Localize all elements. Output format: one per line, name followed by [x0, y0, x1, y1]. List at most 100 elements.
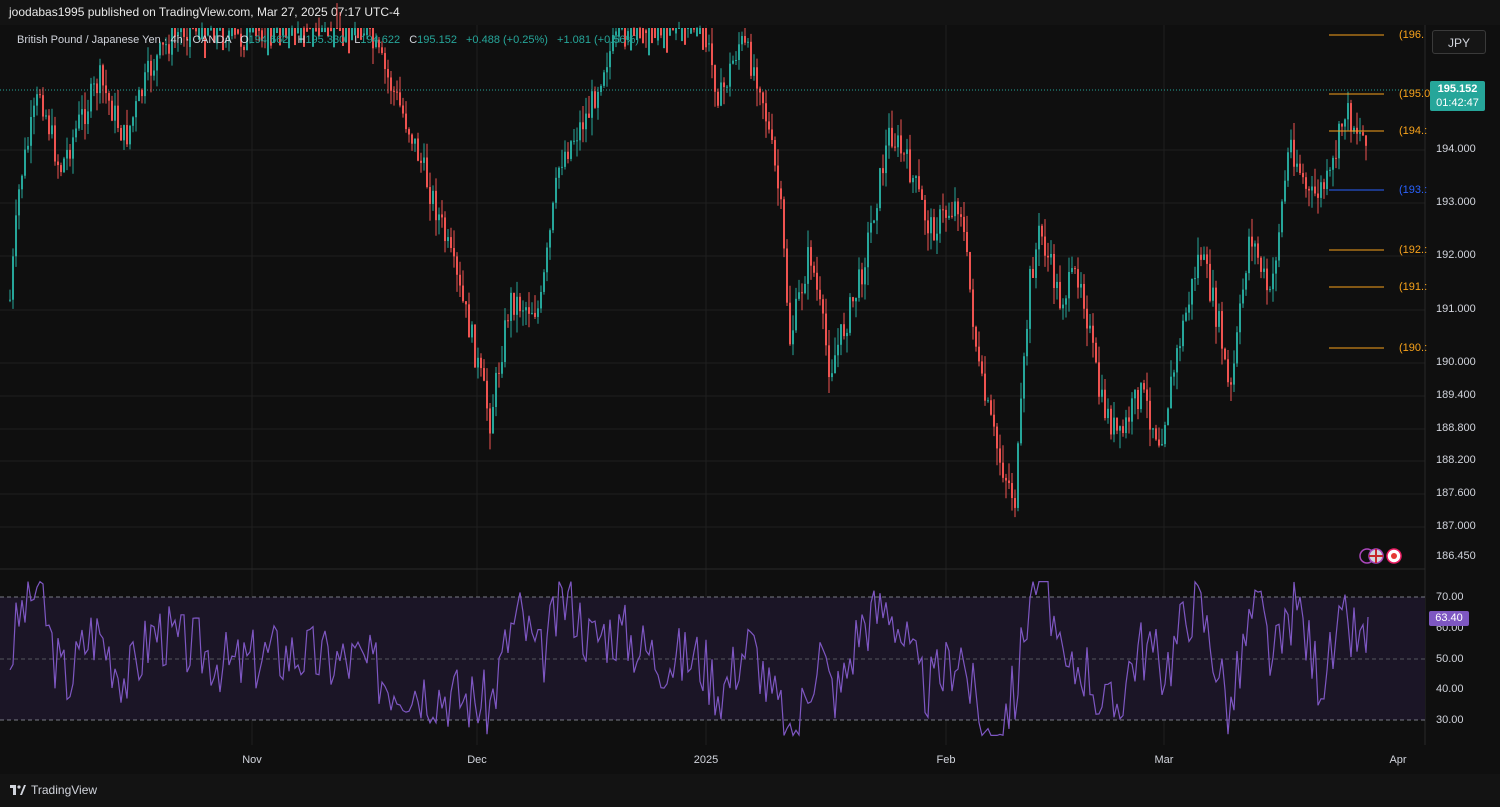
currency-button[interactable]: JPY — [1432, 30, 1486, 54]
current-price-label: 195.152 01:42:47 — [1430, 81, 1485, 111]
candle-body — [927, 220, 929, 234]
candle-body — [405, 113, 407, 130]
candle-body — [330, 28, 332, 32]
candle-body — [1050, 253, 1052, 258]
candle-body — [1290, 139, 1292, 153]
candle-body — [1125, 417, 1127, 434]
candle-body — [753, 67, 755, 76]
candle-body — [378, 39, 380, 48]
candle-body — [1149, 400, 1151, 430]
candle-body — [750, 41, 752, 76]
candle-body — [99, 65, 101, 94]
candle-body — [732, 60, 734, 64]
candle-body — [240, 33, 242, 47]
candle-body — [1074, 268, 1076, 270]
candle-body — [156, 55, 158, 71]
candle-body — [852, 297, 854, 302]
candle-body — [498, 372, 500, 374]
rsi-band — [0, 597, 1425, 720]
candle-body — [564, 151, 566, 167]
candle-body — [1317, 193, 1319, 198]
candle-body — [882, 168, 884, 174]
candle-body — [129, 125, 131, 145]
candle-body — [1080, 283, 1082, 288]
candle-body — [225, 41, 227, 43]
candle-body — [858, 269, 860, 298]
candle-body — [756, 67, 758, 89]
candle-body — [837, 344, 839, 356]
candle-body — [342, 28, 344, 46]
symbol-name[interactable]: British Pound / Japanese Yen · 4h · OAND… — [17, 34, 232, 46]
symbol-legend: British Pound / Japanese Yen · 4h · OAND… — [17, 34, 639, 46]
candle-body — [1191, 278, 1193, 305]
brand-name: TradingView — [31, 783, 98, 797]
candle-body — [708, 43, 710, 45]
candle-body — [87, 111, 89, 125]
candle-body — [1185, 312, 1187, 321]
candle-body — [345, 28, 347, 43]
candle-body — [594, 91, 596, 108]
candle-body — [696, 28, 698, 37]
candle-body — [1254, 243, 1256, 247]
candle-body — [57, 161, 59, 166]
candle-body — [261, 30, 263, 41]
candle-body — [471, 324, 473, 338]
candle-body — [804, 283, 806, 294]
candle-body — [375, 39, 377, 47]
candle-body — [351, 28, 353, 41]
candle-body — [666, 28, 668, 53]
rsi-tick: 40.00 — [1436, 683, 1464, 695]
candle-body — [813, 265, 815, 273]
candle-body — [702, 28, 704, 50]
candle-body — [831, 373, 833, 378]
candle-body — [810, 247, 812, 266]
time-tick: Apr — [1389, 754, 1407, 766]
candle-body — [1302, 172, 1304, 178]
candle-body — [588, 113, 590, 118]
candle-body — [1362, 132, 1364, 136]
candle-body — [912, 177, 914, 183]
candle-body — [1155, 428, 1157, 440]
candle-body — [189, 28, 191, 47]
candle-body — [501, 362, 503, 374]
candle-body — [1095, 342, 1097, 363]
candle-body — [273, 28, 275, 43]
candle-body — [198, 28, 200, 40]
candle-body — [1161, 444, 1163, 446]
candle-body — [1338, 123, 1340, 159]
candle-body — [1062, 304, 1064, 309]
candle-body — [1233, 363, 1235, 385]
candle-body — [915, 176, 917, 178]
chart-canvas[interactable] — [0, 0, 1500, 774]
candle-body — [36, 94, 38, 106]
candle-body — [771, 129, 773, 141]
candle-body — [258, 28, 260, 31]
candle-body — [1260, 257, 1262, 272]
candle-body — [1275, 260, 1277, 274]
time-tick: Dec — [467, 754, 487, 766]
candle-body — [723, 82, 725, 88]
candle-body — [573, 140, 575, 142]
candle-body — [324, 28, 326, 33]
candle-body — [669, 28, 671, 36]
candle-body — [396, 91, 398, 93]
candle-body — [636, 28, 638, 41]
tradingview-brand[interactable]: TradingView — [10, 783, 97, 797]
candle-body — [531, 312, 533, 314]
candle-body — [555, 177, 557, 203]
candle-body — [1239, 303, 1241, 333]
candle-body — [657, 28, 659, 41]
price-tick: 188.200 — [1436, 454, 1476, 466]
candle-body — [72, 137, 74, 159]
candle-body — [33, 105, 35, 118]
candle-body — [909, 149, 911, 183]
candle-body — [444, 217, 446, 242]
candle-body — [438, 214, 440, 221]
candle-body — [507, 320, 509, 322]
candle-body — [1263, 268, 1265, 272]
candle-body — [93, 83, 95, 85]
candle-body — [885, 145, 887, 174]
candle-body — [1002, 462, 1004, 478]
candle-body — [576, 140, 578, 142]
candle-body — [921, 189, 923, 200]
